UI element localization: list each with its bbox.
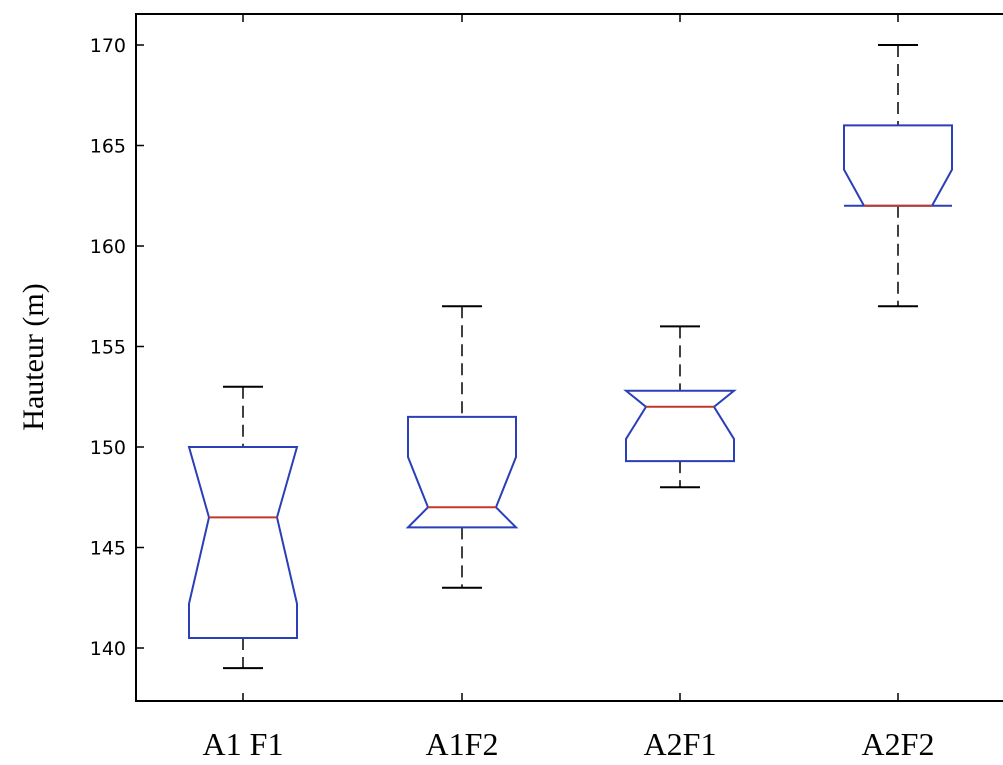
y-tick-label: 160 <box>90 236 126 258</box>
y-tick-label: 165 <box>90 136 126 158</box>
y-tick-label: 140 <box>90 638 126 660</box>
y-tick-label: 145 <box>90 538 126 560</box>
x-category-label: A2F2 <box>862 726 935 762</box>
y-tick-label: 170 <box>90 35 126 57</box>
notched-box <box>843 124 953 207</box>
box-a1f2 <box>405 305 519 589</box>
box-a1f1 <box>187 385 299 670</box>
box-a2f1 <box>623 325 737 489</box>
notched-box <box>187 446 299 639</box>
y-axis: 140 145 150 155 160 165 170 <box>90 35 144 660</box>
box-a2f2 <box>843 44 953 308</box>
box-series <box>187 44 953 670</box>
plot-area-frame <box>135 13 1003 702</box>
x-category-label: A1 F1 <box>203 726 284 762</box>
notched-box <box>405 415 519 529</box>
notched-box <box>623 389 737 463</box>
x-category-label: A2F1 <box>644 726 717 762</box>
y-tick-label: 150 <box>90 437 126 459</box>
y-axis-label: Hauteur (m) <box>17 283 50 430</box>
y-tick-label: 155 <box>90 337 126 359</box>
x-axis: A1 F1 A1F2 A2F1 A2F2 <box>203 14 935 762</box>
x-category-label: A1F2 <box>426 726 499 762</box>
